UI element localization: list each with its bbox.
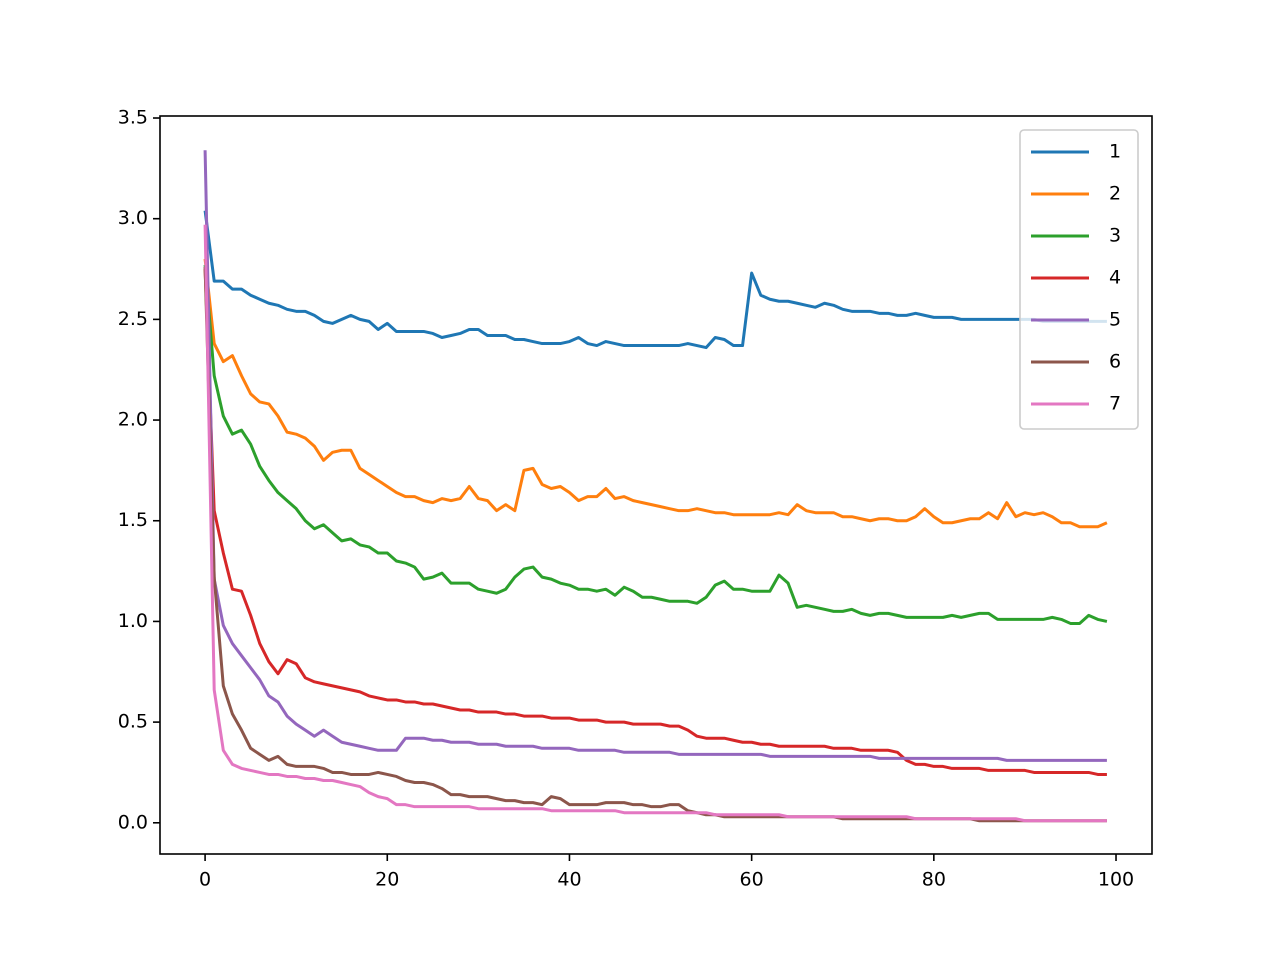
- x-tick-label: 100: [1098, 869, 1134, 891]
- y-tick-label: 1.5: [118, 509, 148, 531]
- line-series: [203, 266, 1107, 823]
- line-series: [203, 150, 1107, 762]
- legend-label: 4: [1109, 267, 1121, 289]
- y-tick-label: 2.0: [118, 409, 148, 431]
- line-series: [203, 264, 1108, 625]
- line-series: [203, 224, 1107, 823]
- y-tick-label: 3.0: [118, 207, 148, 229]
- y-tick-label: 0.5: [118, 711, 148, 733]
- x-tick-label: 80: [922, 869, 946, 891]
- y-tick-label: 0.0: [118, 811, 148, 833]
- legend-label: 3: [1109, 225, 1121, 247]
- legend-label: 1: [1109, 141, 1121, 163]
- legend-label: 5: [1109, 309, 1121, 331]
- y-tick-label: 1.0: [118, 610, 148, 632]
- line-series: [203, 210, 1107, 350]
- line-series: [203, 258, 1108, 529]
- line-series: [203, 268, 1107, 776]
- y-tick-label: 3.5: [118, 107, 148, 129]
- x-tick-label: 0: [199, 869, 211, 891]
- legend-label: 2: [1109, 183, 1121, 205]
- y-tick-label: 2.5: [118, 308, 148, 330]
- legend-label: 6: [1109, 351, 1121, 373]
- x-tick-label: 20: [375, 869, 399, 891]
- x-tick-label: 60: [740, 869, 764, 891]
- legend-label: 7: [1109, 393, 1121, 415]
- x-tick-label: 40: [557, 869, 581, 891]
- plot-frame: [159, 115, 1153, 855]
